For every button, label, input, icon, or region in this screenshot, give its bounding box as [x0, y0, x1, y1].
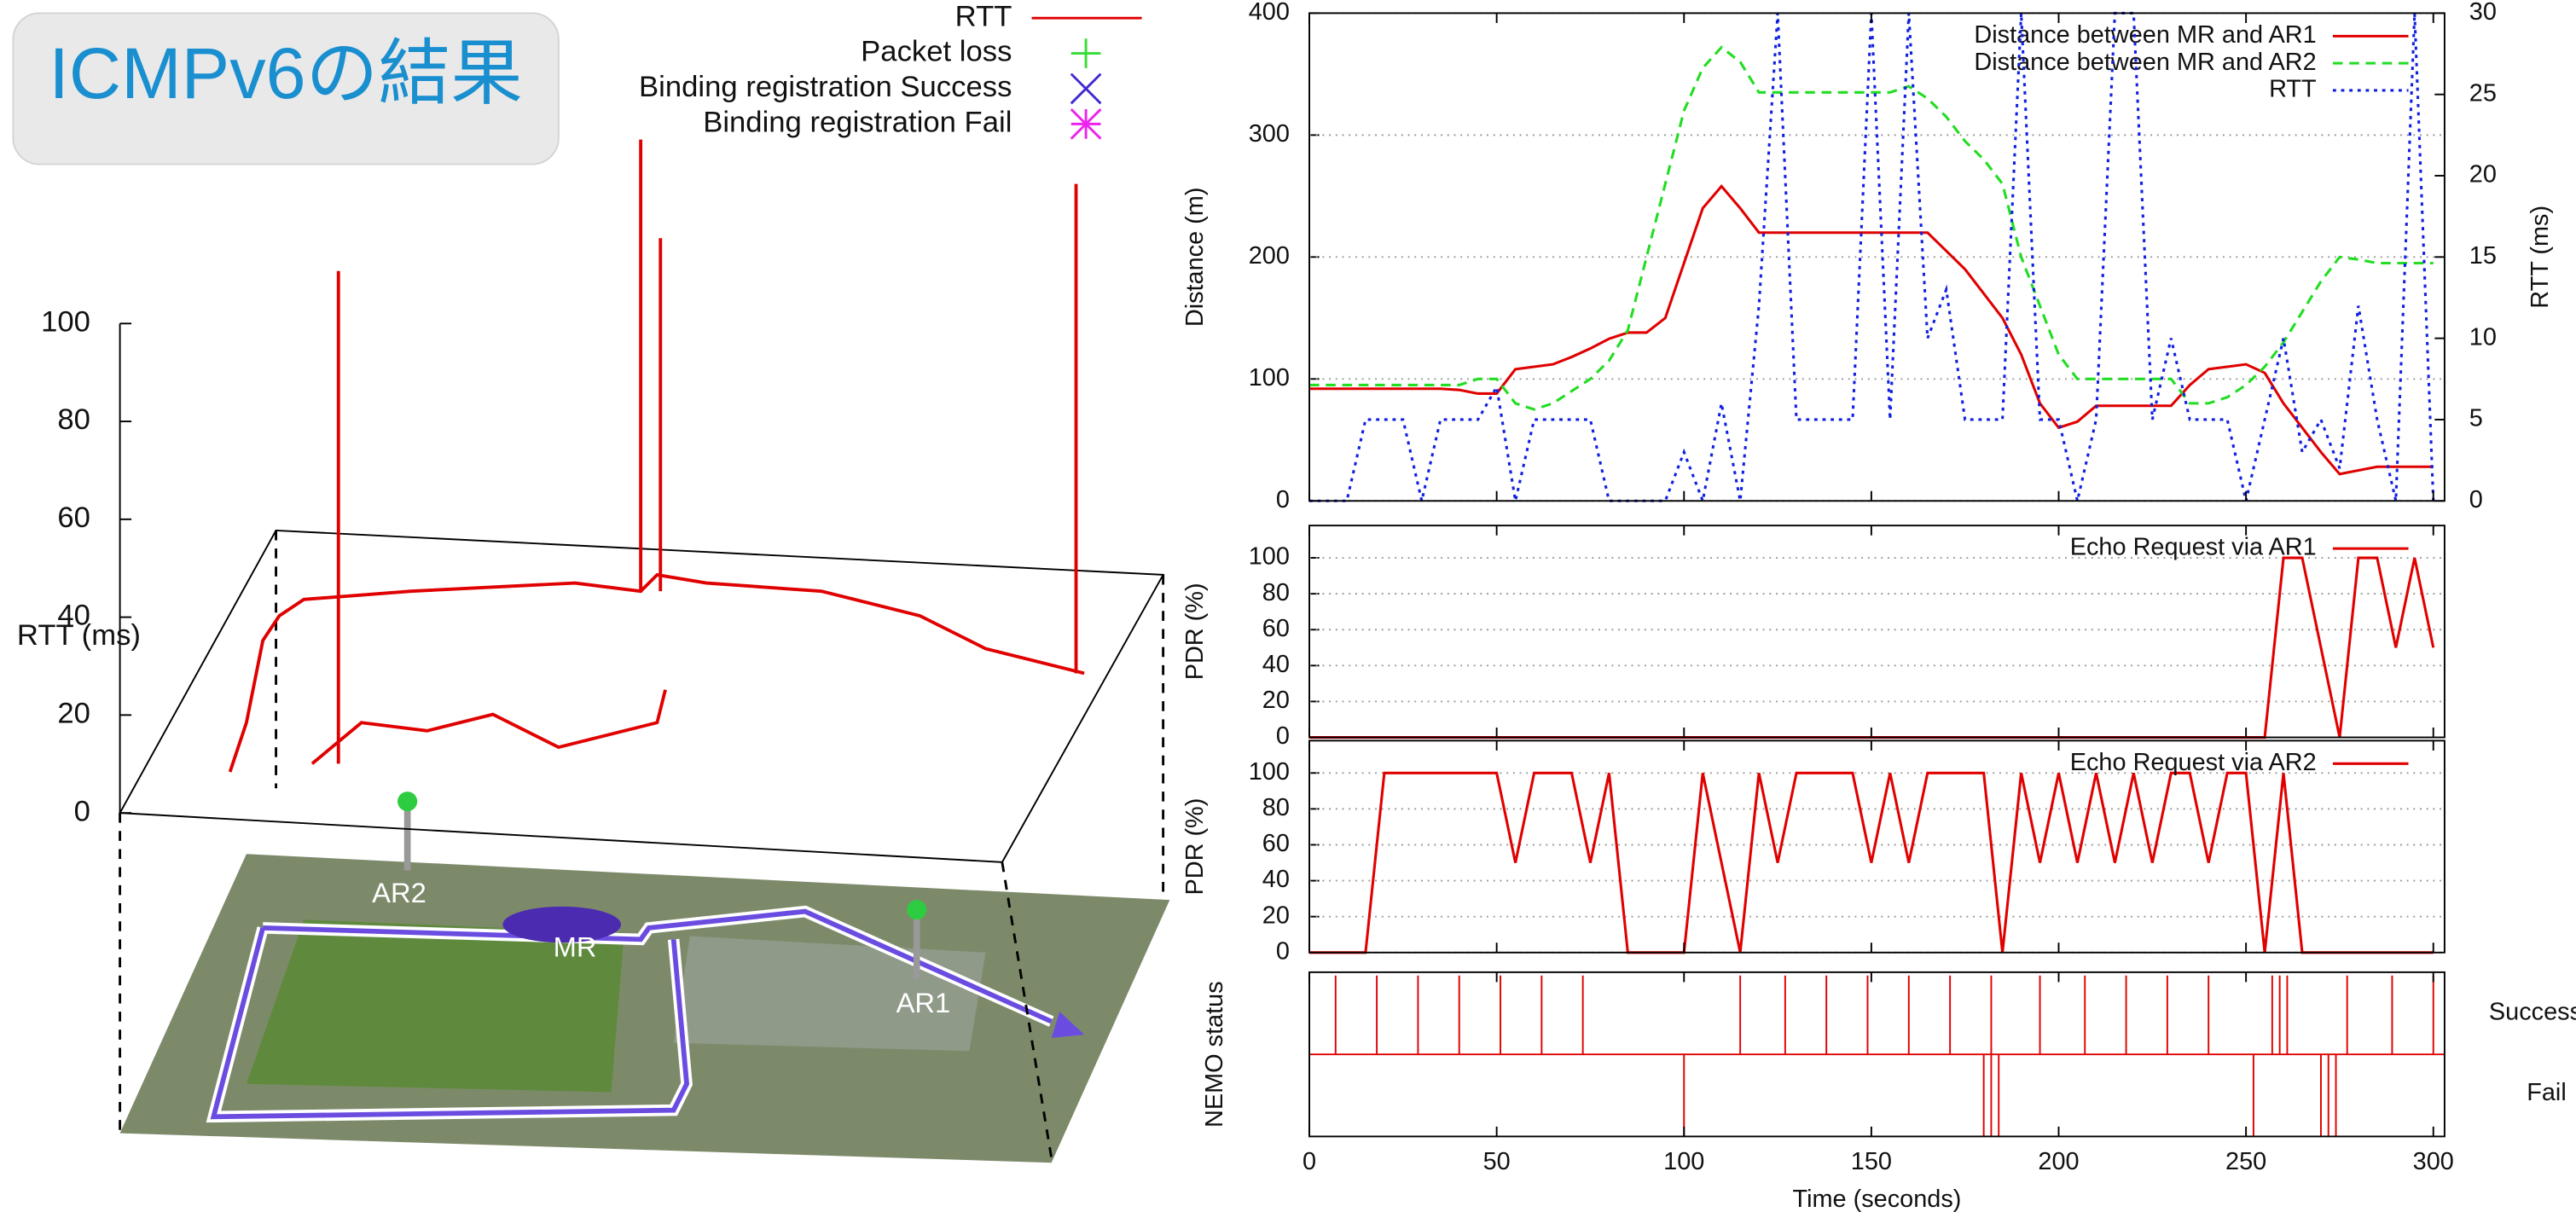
y-tick-label: 20 [1262, 687, 1290, 714]
x-tick-label: 250 [2225, 1148, 2266, 1175]
y2-tick-label: 30 [2469, 0, 2497, 26]
z-tick-label: 100 [41, 305, 90, 338]
y-tick-label: 0 [1276, 722, 1290, 750]
z-axis-label: RTT (ms) [17, 619, 141, 652]
y2-tick-label: 5 [2469, 405, 2483, 432]
y-tick-label: 100 [1249, 543, 1290, 571]
y2-tick-label: 15 [2469, 242, 2497, 270]
map-label: AR2 [372, 877, 426, 908]
legend-label: Distance between MR and AR1 [1974, 21, 2316, 49]
y-tick-label: 0 [1276, 486, 1290, 513]
y-tick-label: 40 [1262, 866, 1290, 893]
series-line [1309, 773, 2434, 952]
legend-label: Echo Request via AR2 [2070, 749, 2317, 776]
rtt-trace [230, 140, 1085, 772]
x-tick-label: 150 [1851, 1148, 1892, 1175]
y-tick-label: 400 [1249, 0, 1290, 26]
series-line [1309, 186, 2434, 473]
series-line [1309, 13, 2434, 501]
legend-label: Distance between MR and AR2 [1974, 49, 2316, 76]
legend-label: Echo Request via AR1 [2070, 534, 2317, 561]
y-tick-label: 60 [1262, 615, 1290, 642]
y-tick-label: 300 [1249, 120, 1290, 148]
legend-marker [1071, 38, 1101, 68]
y-tick-label: 80 [1262, 794, 1290, 821]
legend-marker [1071, 74, 1101, 104]
y2-tick-label: 0 [2469, 486, 2483, 513]
series-line [1309, 47, 2434, 409]
page: {"chart_data":[ {"type":"line3d","title"… [0, 0, 2576, 1212]
x-axis-label: Time (seconds) [1793, 1186, 1962, 1212]
map-label: MR [554, 931, 597, 963]
x-tick-label: 0 [1303, 1148, 1316, 1175]
legend-label: RTT [955, 0, 1012, 32]
legend-marker [1071, 109, 1101, 139]
y-tick-label: 100 [1249, 364, 1290, 391]
y2-tick-label: 10 [2469, 323, 2497, 351]
marker-part [1071, 74, 1101, 104]
antenna-head [907, 900, 926, 919]
y-tick-label: 60 [1262, 830, 1290, 857]
y2-tick-label: 25 [2469, 79, 2497, 107]
y-axis-label: Distance (m) [1181, 188, 1209, 328]
z-tick-label: 80 [57, 403, 90, 436]
y-tick-label: 100 [1249, 758, 1290, 786]
slide-title: ICMPv6の結果 [49, 32, 523, 113]
y-tick-label: 80 [1262, 579, 1290, 606]
x-tick-label: 100 [1663, 1148, 1704, 1175]
z-tick-label: 20 [57, 698, 90, 730]
y-tick-label: 0 [1276, 937, 1290, 965]
y2-tick-label: 20 [2469, 161, 2497, 188]
y-tick-label: 20 [1262, 902, 1290, 929]
y-axis-label: PDR (%) [1181, 583, 1209, 680]
marker-part [1071, 38, 1101, 68]
left-panel: ICMPv6の結果 [13, 13, 1169, 1163]
y-tick-label: 40 [1262, 651, 1290, 678]
z-tick-label: 0 [74, 795, 90, 827]
slide: ICMPv6の結果 020406080100RTT (ms)RTTPacket … [0, 0, 2576, 1212]
legend-label: RTT [2269, 76, 2317, 103]
legend-label: Binding registration Fail [703, 107, 1012, 139]
map-label: AR1 [896, 987, 951, 1018]
x-tick-label: 50 [1483, 1148, 1511, 1175]
y-tick-label: 200 [1249, 242, 1290, 270]
z-tick-label: 60 [57, 502, 90, 534]
legend-label: Binding registration Success [639, 71, 1012, 103]
y-axis-label: PDR (%) [1181, 798, 1209, 896]
state-label: Fail [2527, 1079, 2567, 1106]
state-label: Success [2489, 999, 2576, 1026]
x-tick-label: 200 [2038, 1148, 2079, 1175]
x-tick-label: 300 [2413, 1148, 2454, 1175]
legend-label: Packet loss [861, 36, 1012, 68]
antenna-head [397, 792, 417, 811]
series-line [1309, 558, 2434, 737]
y-axis-label: NEMO status [1201, 981, 1228, 1128]
y2-axis-label: RTT (ms) [2527, 206, 2554, 309]
